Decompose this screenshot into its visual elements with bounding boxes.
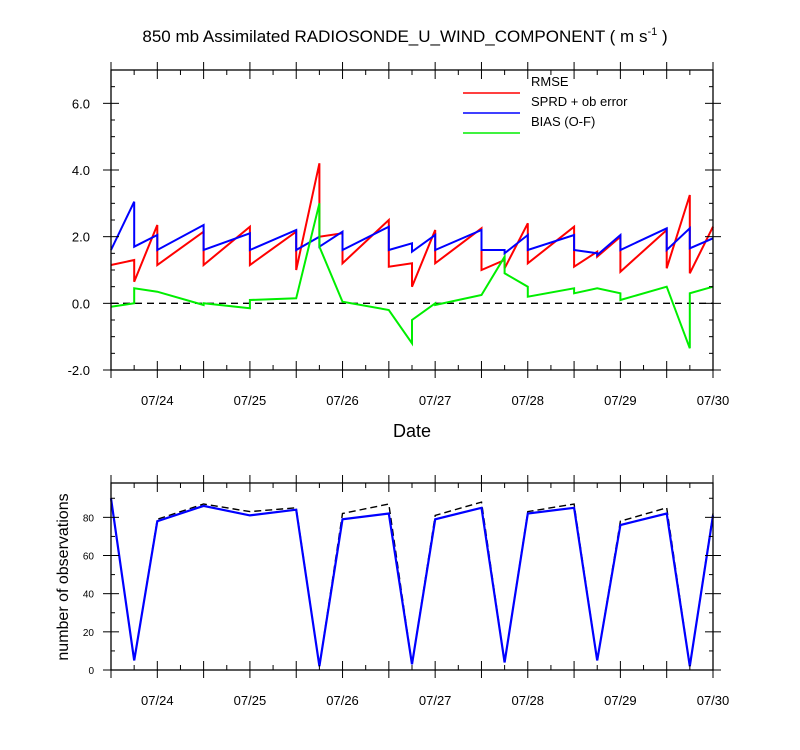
y-axis-label-observations: number of observations	[55, 493, 72, 660]
series-line-sprd-ob-error	[110, 201, 714, 258]
y-tick-label: 40	[83, 590, 95, 601]
series-line-bias-o-f	[110, 203, 714, 349]
legend-label-0: RMSE	[531, 74, 569, 89]
x-tick-label: 07/24	[141, 393, 174, 408]
y-tick-label: 6.0	[72, 96, 90, 111]
bottom-plot-area	[109, 498, 715, 667]
y-tick-label: 60	[83, 552, 95, 563]
bottom-panel: 07/24 07/25 07/26 07/27 07/28 07/29 07/30 0 20 4…	[55, 475, 729, 708]
series-line-rmse	[110, 163, 714, 288]
x-tick-label: 07/28	[511, 393, 544, 408]
x-tick-label: 07/30	[697, 693, 730, 708]
top-x-axis: 07/24 07/25 07/26 07/27 07/28 07/29 07/30	[110, 62, 730, 408]
x-tick-label: 07/28	[511, 693, 544, 708]
series-line-obs-solid	[109, 498, 715, 667]
x-tick-label: 07/27	[419, 393, 452, 408]
y-tick-label: 80	[83, 513, 95, 524]
top-y-axis: -2.0 0.0 2.0 4.0 6.0	[68, 69, 721, 378]
y-tick-label: 0.0	[72, 296, 90, 311]
x-tick-label: 07/26	[326, 393, 359, 408]
bottom-x-axis: 07/24 07/25 07/26 07/27 07/28 07/29 07/30	[110, 475, 730, 708]
x-tick-label: 07/30	[697, 393, 730, 408]
x-tick-label: 07/24	[141, 693, 174, 708]
chart-title-superscript: -1	[647, 26, 657, 38]
x-tick-label: 07/29	[604, 393, 637, 408]
chart-title-main: 850 mb Assimilated RADIOSONDE_U_WIND_COM…	[142, 27, 647, 46]
bottom-y-axis: 0 20 40 60 80	[83, 497, 721, 677]
top-panel: 850 mb Assimilated RADIOSONDE_U_WIND_COM…	[68, 26, 730, 441]
top-plot-area	[110, 163, 714, 349]
x-tick-label: 07/29	[604, 693, 637, 708]
legend: RMSE SPRD + ob error BIAS (O-F)	[463, 74, 628, 134]
legend-label-2: BIAS (O-F)	[531, 114, 595, 129]
y-tick-label: 4.0	[72, 163, 90, 178]
y-tick-label: 0	[88, 666, 94, 677]
chart-title: 850 mb Assimilated RADIOSONDE_U_WIND_COM…	[142, 26, 667, 46]
y-tick-label: 20	[83, 628, 95, 639]
x-tick-label: 07/25	[234, 693, 267, 708]
x-tick-label: 07/25	[234, 393, 267, 408]
y-tick-label: -2.0	[68, 363, 90, 378]
y-tick-label: 2.0	[72, 230, 90, 245]
bottom-plot-frame	[110, 482, 714, 671]
chart-title-end: )	[657, 27, 667, 46]
x-axis-label: Date	[393, 421, 431, 441]
x-tick-label: 07/27	[419, 693, 452, 708]
legend-label-1: SPRD + ob error	[531, 94, 628, 109]
x-tick-label: 07/26	[326, 693, 359, 708]
